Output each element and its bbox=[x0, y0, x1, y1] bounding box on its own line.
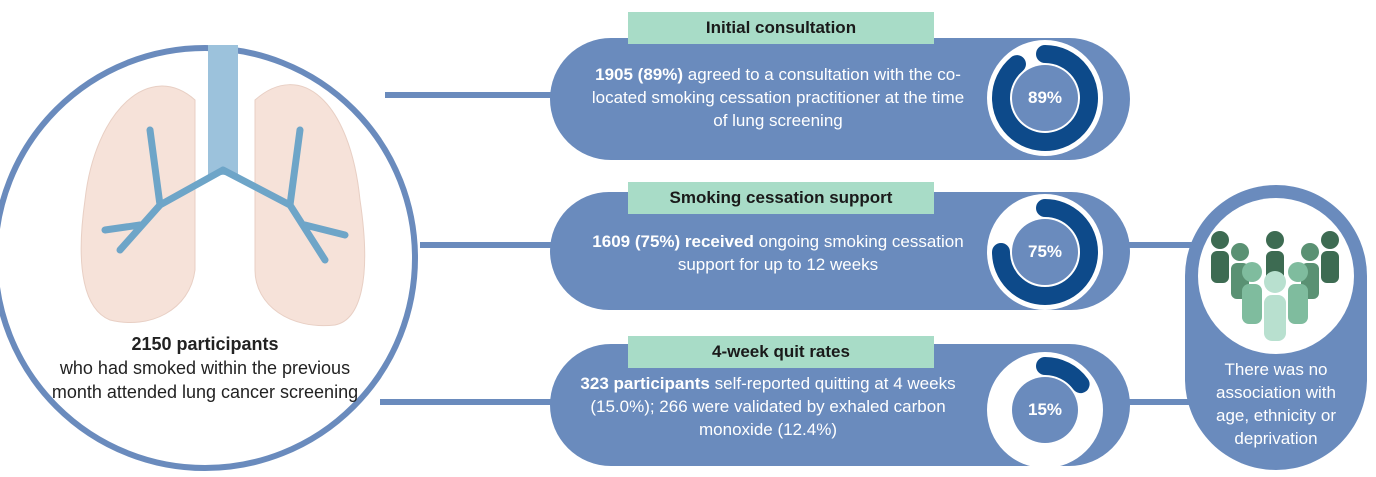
stage-title: 4-week quit rates bbox=[628, 337, 934, 367]
note: There was no association with age, ethni… bbox=[1200, 358, 1352, 450]
infographic: 2150 participants who had smoked within t… bbox=[0, 0, 1376, 477]
stage-bold: 1905 (89%) bbox=[595, 65, 683, 84]
stage-bold: 1609 (75%) received bbox=[592, 232, 754, 251]
stage-text: 1609 (75%) received ongoing smoking cess… bbox=[583, 230, 973, 276]
stage-bold: 323 participants bbox=[580, 374, 709, 393]
participants-bold: 2150 participants bbox=[131, 334, 278, 354]
trachea bbox=[208, 45, 238, 175]
participants-text: 2150 participants who had smoked within t… bbox=[40, 332, 370, 404]
stage-title: Initial consultation bbox=[628, 13, 934, 43]
percent-label: 75% bbox=[1005, 242, 1085, 262]
percent-label: 15% bbox=[1005, 400, 1085, 420]
percent-label: 89% bbox=[1005, 88, 1085, 108]
stage-title: Smoking cessation support bbox=[628, 183, 934, 213]
participants-desc: who had smoked within the previous month… bbox=[52, 358, 358, 402]
stage-text: 323 participants self-reported quitting … bbox=[573, 372, 963, 441]
stage-text: 1905 (89%) agreed to a consultation with… bbox=[583, 63, 973, 132]
